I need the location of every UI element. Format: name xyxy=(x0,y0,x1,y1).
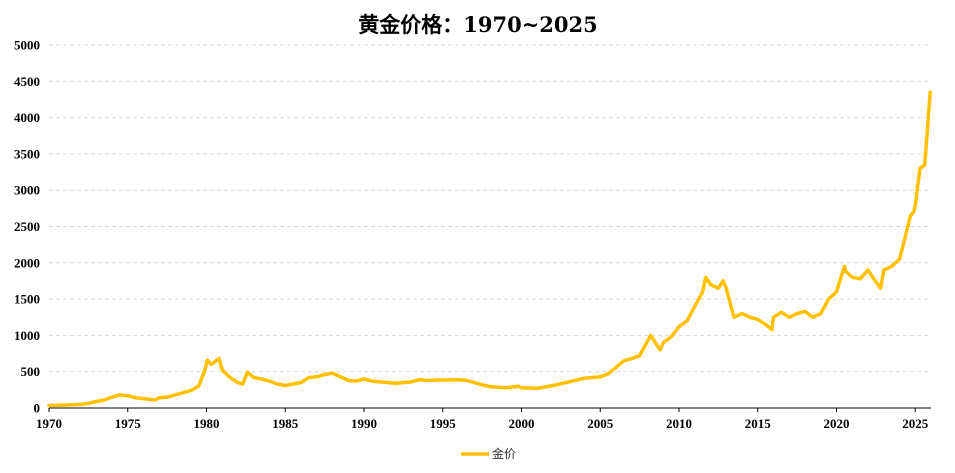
y-tick-label: 2500 xyxy=(14,219,40,234)
y-tick-label: 500 xyxy=(21,364,41,379)
legend: 金价 xyxy=(461,446,516,461)
grid-lines xyxy=(49,44,931,373)
y-tick-label: 0 xyxy=(34,401,41,416)
y-tick-label: 4000 xyxy=(14,110,40,125)
x-tick-label: 2025 xyxy=(902,416,929,431)
series-line-gold-price xyxy=(47,90,932,408)
x-tick-label: 1985 xyxy=(272,416,299,431)
x-tick-label: 1990 xyxy=(351,416,377,431)
y-tick-label: 1000 xyxy=(14,328,40,343)
legend-label-gold-price: 金价 xyxy=(492,446,516,461)
x-tick-label: 2020 xyxy=(824,416,850,431)
y-tick-label: 2000 xyxy=(14,255,40,270)
x-tick-label: 1995 xyxy=(430,416,457,431)
y-tick-label: 5000 xyxy=(14,38,40,53)
x-tick-label: 1980 xyxy=(194,416,220,431)
x-tick-label: 2005 xyxy=(587,416,614,431)
x-tick-label: 2000 xyxy=(509,416,535,431)
y-tick-label: 3000 xyxy=(14,183,40,198)
x-tick-label: 1975 xyxy=(115,416,142,431)
x-tick-label: 2015 xyxy=(745,416,772,431)
y-tick-label: 3500 xyxy=(14,146,40,161)
y-axis-tick-labels: 0 500 1000 1500 2000 2500 3000 3500 4000 4500 5000 xyxy=(14,38,40,416)
y-tick-label: 4500 xyxy=(14,74,40,89)
x-tick-label: 2010 xyxy=(666,416,692,431)
x-tick-label: 1970 xyxy=(36,416,62,431)
chart-title: 黄金价格：1970~2025 xyxy=(358,12,598,37)
y-tick-label: 1500 xyxy=(14,292,40,307)
series-layer xyxy=(47,90,932,408)
x-axis-tick-labels: 1970 1975 1980 1985 1990 1995 2000 2005 2010 2015… xyxy=(36,408,929,431)
